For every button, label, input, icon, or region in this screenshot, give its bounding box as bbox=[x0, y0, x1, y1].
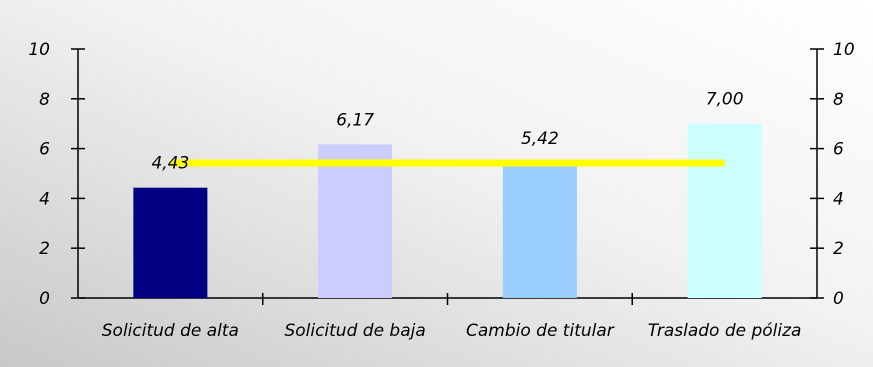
bar bbox=[502, 163, 577, 298]
bars-group bbox=[133, 123, 762, 298]
category-label: Solicitud de alta bbox=[102, 321, 239, 341]
left-y-tick-label: 4 bbox=[39, 189, 50, 209]
right-y-tick-label: 6 bbox=[833, 140, 844, 160]
right-y-axis: 0 2 4 6 8 10 bbox=[810, 40, 855, 309]
category-label: Solicitud de baja bbox=[284, 321, 425, 341]
left-y-tick-label: 0 bbox=[39, 289, 50, 309]
right-y-tick-label: 2 bbox=[833, 239, 844, 259]
category-label: Traslado de póliza bbox=[648, 321, 802, 341]
category-labels-group: Solicitud de alta Solicitud de baja Cambio… bbox=[102, 321, 802, 341]
right-y-tick-label: 0 bbox=[833, 289, 844, 309]
bar bbox=[318, 144, 393, 298]
category-label: Cambio de titular bbox=[466, 321, 615, 341]
left-y-tick-label: 8 bbox=[39, 90, 50, 110]
data-label: 6,17 bbox=[336, 110, 374, 130]
left-y-tick-label: 10 bbox=[28, 40, 50, 60]
data-label: 4,43 bbox=[151, 154, 189, 174]
left-y-tick-label: 6 bbox=[39, 140, 50, 160]
left-y-tick-label: 2 bbox=[39, 239, 50, 259]
right-y-tick-label: 10 bbox=[833, 40, 855, 60]
bar bbox=[687, 123, 762, 298]
data-labels-group: 4,43 6,17 5,42 7,00 bbox=[151, 90, 743, 174]
data-label: 7,00 bbox=[706, 90, 744, 110]
bar bbox=[133, 187, 208, 298]
left-y-axis: 0 2 4 6 8 10 bbox=[28, 40, 85, 309]
right-y-tick-label: 8 bbox=[833, 90, 844, 110]
right-y-tick-label: 4 bbox=[833, 189, 844, 209]
data-label: 5,42 bbox=[521, 129, 559, 149]
